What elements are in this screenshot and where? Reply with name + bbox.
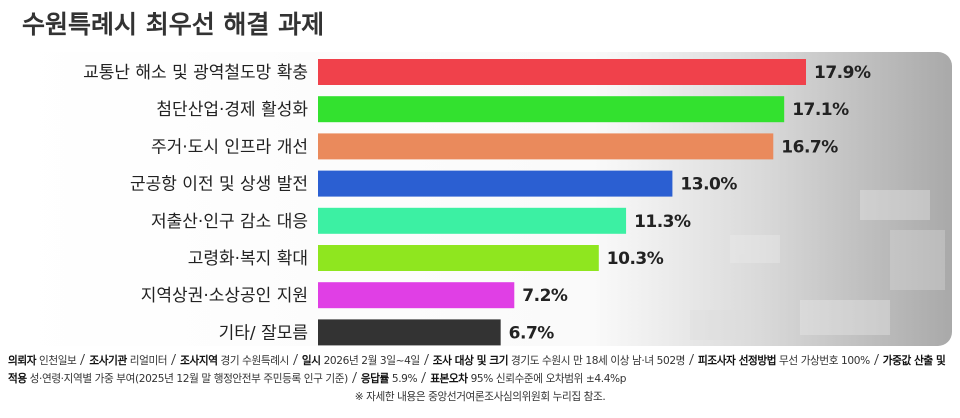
note-label: 피조사자 선정방법 [698, 355, 777, 367]
bar [318, 133, 774, 160]
note-label: 의뢰자 [8, 355, 37, 367]
note-text: 경기도 수원시 만 18세 이상 남·녀 502명 [511, 355, 686, 367]
note-label: 조사기관 [89, 355, 127, 367]
value-label: 17.1% [792, 100, 849, 120]
separator [689, 354, 695, 365]
bar [318, 319, 501, 346]
chart-title: 수원특례시 최우선 해결 과제 [22, 10, 324, 39]
value-label: 17.9% [814, 63, 871, 83]
bar [318, 170, 673, 197]
note-label: 응답률 [360, 373, 389, 385]
category-label: 교통난 해소 및 광역철도망 확충 [83, 63, 308, 83]
note-text: 5.9% [391, 373, 418, 385]
note-label: 표본오차 [430, 373, 468, 385]
category-label: 주거·도시 인프라 개선 [151, 137, 308, 157]
note-text: 성·연령·지역별 가중 부여(2025년 12월 말 행정안전부 주민등록 인구… [29, 373, 349, 385]
note-text: 리얼미터 [129, 355, 168, 367]
note-label: 조사 대상 및 크기 [432, 355, 509, 367]
bar [318, 282, 515, 309]
note-text: 무선 가상번호 100% [779, 355, 870, 367]
category-label: 지역상권·소상공인 지원 [141, 286, 308, 306]
note-text: 경기 수원특례시 [220, 355, 290, 367]
panel [8, 52, 952, 346]
value-label: 16.7% [781, 137, 838, 157]
note-text: 인천일보 [39, 355, 77, 367]
note-label: 일시 [301, 355, 321, 367]
separator [873, 354, 879, 365]
value-label: 11.3% [634, 212, 691, 232]
category-label: 군공항 이전 및 상생 발전 [130, 175, 308, 195]
separator [80, 354, 86, 365]
value-label: 10.3% [607, 249, 664, 269]
note-remark: ※ 자세한 내용은 중앙선거여론조사심의위원회 누리집 참조. [354, 391, 606, 403]
category-label: 첨단산업·경제 활성화 [156, 100, 308, 120]
separator [421, 372, 427, 383]
bar [318, 245, 599, 271]
separator [292, 354, 298, 365]
bar [318, 96, 785, 123]
note-text: 2026년 2월 3일~4일 [323, 355, 421, 367]
separator [171, 354, 177, 365]
separator [351, 372, 357, 383]
notes: 의뢰자 인천일보 조사기관 리얼미터 조사지역 경기 수원특례시 일시 2026년 2… [8, 352, 952, 406]
bar [318, 207, 627, 234]
value-label: 7.2% [522, 286, 568, 306]
photo-decoration [690, 190, 945, 340]
value-label: 6.7% [509, 323, 555, 343]
category-label: 저출산·인구 감소 대응 [151, 212, 308, 232]
category-label: 고령화·복지 확대 [188, 249, 308, 269]
category-label: 기타/ 잘모름 [219, 323, 308, 343]
bar [318, 59, 806, 85]
note-label: 가중값 산출 및 적용 [8, 355, 946, 385]
chart: 수원특례시 최우선 해결 과제 교통난 해소 및 광역철도망 확충 17.9% 첨단… [8, 10, 952, 346]
value-label: 13.0% [680, 175, 737, 195]
note-text: 95% 신뢰수준에 오차범위 ±4.4%p [470, 373, 627, 385]
separator [423, 354, 429, 365]
note-items: 의뢰자 인천일보 조사기관 리얼미터 조사지역 경기 수원특례시 일시 2026년 2… [8, 352, 952, 388]
note-label: 조사지역 [180, 355, 218, 367]
